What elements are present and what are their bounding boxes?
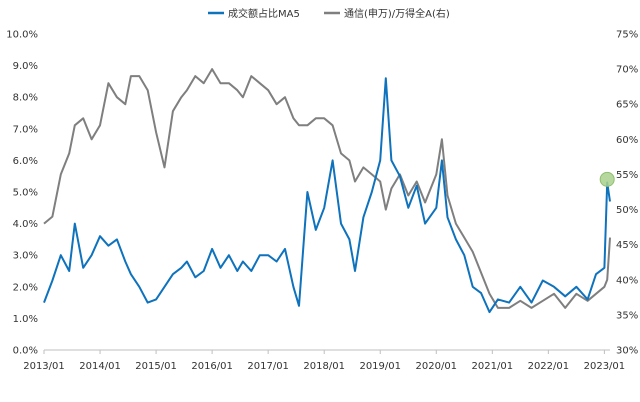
x-axis-tick-label: 2014/01 bbox=[79, 361, 121, 372]
x-axis-tick-label: 2022/01 bbox=[528, 361, 570, 372]
left-axis-tick-label: 10.0% bbox=[6, 30, 38, 41]
legend: 成交额占比MA5 通信(申万)/万得全A(右) bbox=[208, 7, 450, 20]
left-axis-tick-label: 5.0% bbox=[13, 188, 38, 199]
left-axis-tick-label: 3.0% bbox=[13, 251, 38, 262]
right-axis-tick-label: 30% bbox=[616, 346, 638, 357]
x-axis-tick-label: 2020/01 bbox=[416, 361, 458, 372]
right-axis-tick-label: 65% bbox=[616, 100, 638, 111]
left-axis-tick-label: 4.0% bbox=[13, 219, 38, 230]
x-axis-tick-label: 2013/01 bbox=[23, 361, 65, 372]
left-axis-tick-label: 6.0% bbox=[13, 156, 38, 167]
x-axis-tick-label: 2015/01 bbox=[135, 361, 177, 372]
x-axis-ticks: 2013/01 2014/01 2015/01 2016/01 2017/01 2018/… bbox=[23, 350, 625, 372]
x-axis-tick-label: 2018/01 bbox=[303, 361, 345, 372]
series-line-ratio bbox=[43, 68, 611, 309]
legend-label: 成交额占比MA5 bbox=[228, 7, 300, 20]
x-axis-tick-label: 2017/01 bbox=[247, 361, 289, 372]
left-axis-tick-label: 7.0% bbox=[13, 124, 38, 135]
right-axis-tick-label: 50% bbox=[616, 205, 638, 216]
left-axis-tick-label: 8.0% bbox=[13, 93, 38, 104]
right-axis-tick-label: 40% bbox=[616, 275, 638, 286]
right-axis-tick-label: 45% bbox=[616, 240, 638, 251]
x-axis-tick-label: 2019/01 bbox=[359, 361, 401, 372]
annotations bbox=[599, 171, 615, 187]
left-axis-ticks: 0.0% 1.0% 2.0% 3.0% 4.0% 5.0% 6.0% 7.0% 8.0% 9.0%… bbox=[6, 30, 38, 357]
x-axis-tick-label: 2021/01 bbox=[472, 361, 514, 372]
highlight-marker bbox=[599, 171, 615, 187]
right-axis-tick-label: 35% bbox=[616, 310, 638, 321]
right-axis-tick-label: 60% bbox=[616, 135, 638, 146]
left-axis-tick-label: 9.0% bbox=[13, 61, 38, 72]
series-line-turnover-share bbox=[43, 77, 611, 314]
series-lines bbox=[43, 68, 611, 314]
right-axis-tick-label: 55% bbox=[616, 170, 638, 181]
x-axis-tick-label: 2023/01 bbox=[584, 361, 626, 372]
right-axis-tick-label: 70% bbox=[616, 65, 638, 76]
left-axis-tick-label: 0.0% bbox=[13, 346, 38, 357]
left-axis-tick-label: 1.0% bbox=[13, 314, 38, 325]
x-axis-tick-label: 2016/01 bbox=[191, 361, 233, 372]
left-axis-tick-label: 2.0% bbox=[13, 282, 38, 293]
right-axis-ticks: 30% 35% 40% 45% 50% 55% 60% 65% 70% 75% bbox=[616, 30, 638, 357]
legend-label: 通信(申万)/万得全A(右) bbox=[344, 7, 450, 20]
right-axis-tick-label: 75% bbox=[616, 30, 638, 41]
